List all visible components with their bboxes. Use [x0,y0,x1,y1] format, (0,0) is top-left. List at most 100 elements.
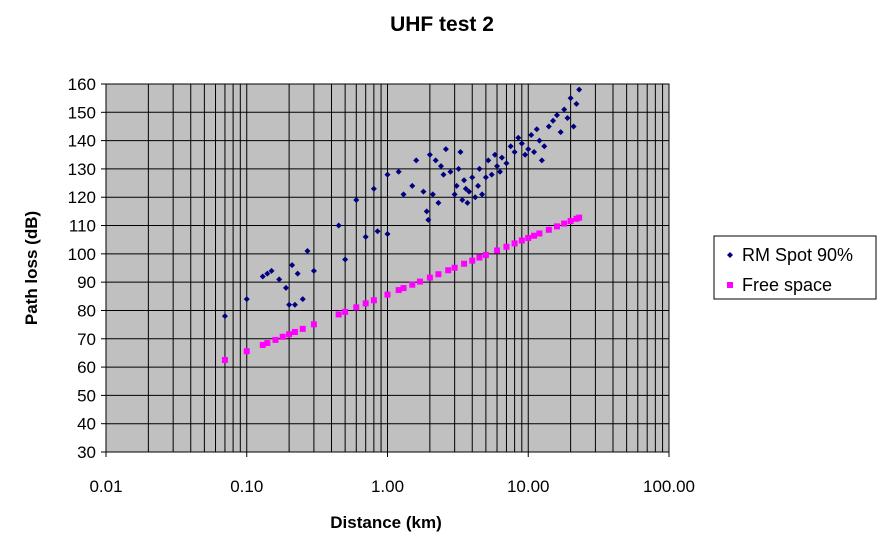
data-point [342,308,349,315]
data-point [426,151,433,158]
y-tick-label: 40 [77,415,96,434]
y-tick-label: 80 [77,301,96,320]
data-point [310,321,317,328]
data-point [482,251,489,258]
data-point [576,86,583,93]
data-point [342,256,349,263]
data-point [289,262,296,269]
data-point [310,267,317,274]
data-point [362,233,369,240]
y-tick-label: 70 [77,330,96,349]
data-point [538,157,545,164]
data-point [362,300,369,307]
data-point [264,340,271,347]
data-point [395,168,402,175]
y-tick-label: 140 [68,132,96,151]
data-point [561,106,568,113]
x-tick-label: 0.10 [230,477,263,496]
data-point [553,223,560,230]
data-point [576,214,583,221]
data-point [400,285,407,292]
data-point [435,271,442,278]
data-point [498,154,505,161]
data-point [429,191,436,198]
y-tick-label: 30 [77,443,96,462]
data-point [221,313,228,320]
y-axis-title: Path loss (dB) [22,211,41,325]
data-point [464,199,471,206]
x-tick-label: 1.00 [371,477,404,496]
data-point [485,157,492,164]
data-point [518,140,525,147]
data-point [531,232,538,239]
data-point [409,182,416,189]
data-point [413,157,420,164]
y-tick-label: 60 [77,358,96,377]
data-point [461,260,468,267]
data-point [291,301,298,308]
tick-labels: 30 40 50 60 70 80 90 100 110 120 130 140 150 160 0.01 0… [68,75,695,496]
data-point [353,304,360,311]
data-point [400,191,407,198]
legend-label: Free space [742,275,832,295]
data-point [503,243,510,250]
data-point [423,208,430,215]
data-point [561,220,568,227]
data-point [461,177,468,184]
data-point [451,264,458,271]
data-point [276,276,283,283]
series-free-space [221,214,583,363]
data-point [426,274,433,281]
data-point [370,297,377,304]
legend-label: RM Spot 90% [742,245,853,265]
y-tick-label: 150 [68,103,96,122]
data-point [479,191,486,198]
data-point [522,151,529,158]
data-point [557,129,564,136]
data-point [286,301,293,308]
data-point [299,325,306,332]
x-axis-title: Distance (km) [330,513,441,532]
x-tick-label: 0.01 [89,477,122,496]
data-point [511,148,518,155]
data-point [259,341,266,348]
data-point [466,188,473,195]
data-point [518,237,525,244]
data-point [243,348,250,355]
legend-box [713,235,877,300]
data-point [259,273,266,280]
data-point [515,134,522,141]
data-point [384,231,391,238]
data-point [384,171,391,178]
y-tick-label: 120 [68,188,96,207]
data-point [420,188,427,195]
data-point [374,228,381,235]
data-point [570,123,577,130]
data-point [475,182,482,189]
data-point [447,168,454,175]
data-point [472,194,479,201]
data-point [416,278,423,285]
data-point [438,163,445,170]
data-point [573,100,580,107]
y-tick-label: 50 [77,386,96,405]
data-point [455,165,462,172]
data-point [442,146,449,153]
y-tick-label: 110 [69,217,96,236]
data-point [511,240,518,247]
data-point [457,148,464,155]
data-point [384,291,391,298]
data-point [304,248,311,255]
data-point [221,357,228,363]
data-point [370,185,377,192]
data-point [453,182,460,189]
data-point [476,254,483,261]
data-point [469,174,476,181]
data-point [291,328,298,335]
data-point [531,148,538,155]
data-point [488,171,495,178]
y-tick-label: 130 [68,160,96,179]
legend-marker [727,252,733,258]
legend: RM Spot 90% Free space [713,235,877,300]
